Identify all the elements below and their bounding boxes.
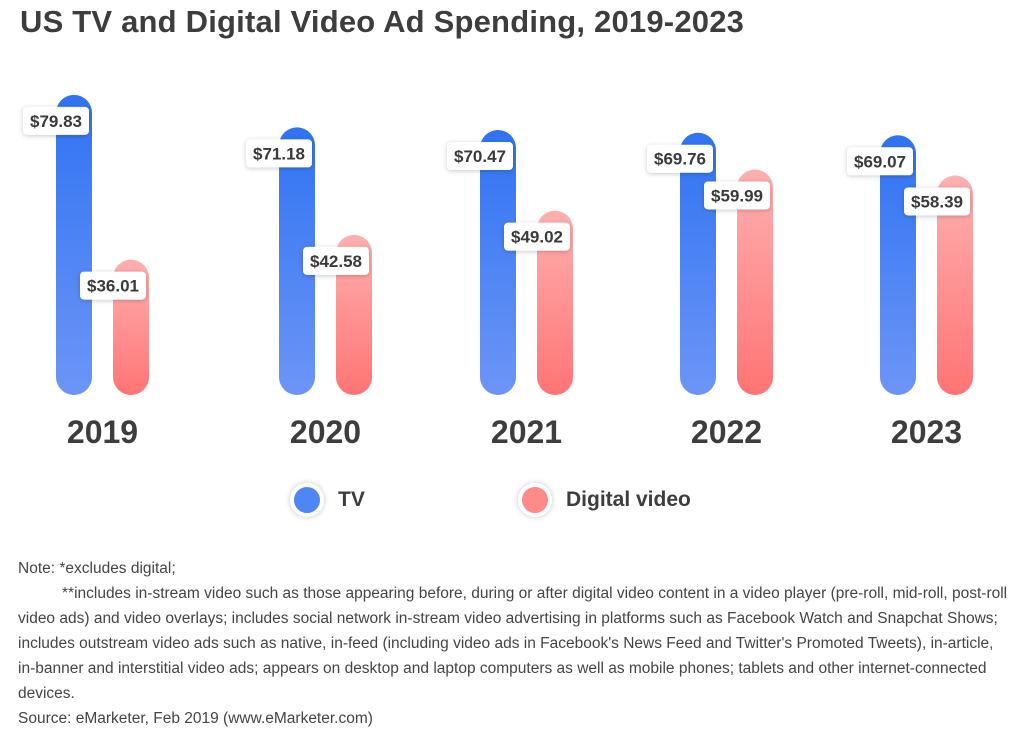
- bar-digital-video-2023: [937, 175, 973, 395]
- svg-text:$69.76: $69.76: [654, 150, 706, 169]
- value-label-tv-2021: $70.47: [447, 142, 513, 171]
- value-label-tv-2022: $69.76: [647, 144, 713, 173]
- bar-digital-video-2022: [737, 169, 773, 395]
- note-detail: **includes in-stream video such as those…: [18, 585, 1008, 702]
- category-label-2020: 2020: [290, 414, 361, 450]
- bar-tv-2020: [279, 127, 315, 396]
- legend-label-tv: TV: [338, 488, 365, 511]
- value-label-digital-video-2021: $49.02: [504, 222, 570, 251]
- svg-text:$71.18: $71.18: [253, 144, 305, 163]
- svg-text:$36.01: $36.01: [87, 277, 139, 296]
- note-line: Note: *excludes digital;: [18, 560, 176, 577]
- legend: TV Digital video: [0, 478, 1024, 522]
- value-label-digital-video-2019: $36.01: [80, 271, 146, 300]
- chart-title: US TV and Digital Video Ad Spending, 201…: [20, 4, 745, 39]
- value-label-tv-2019: $79.83: [23, 106, 89, 135]
- category-label-2023: 2023: [891, 414, 962, 450]
- bar-tv-2019: [56, 94, 92, 395]
- svg-text:$79.83: $79.83: [30, 112, 82, 131]
- category-label-2019: 2019: [67, 414, 138, 450]
- bar-tv-2021: [480, 130, 516, 395]
- svg-text:$69.07: $69.07: [854, 152, 906, 171]
- svg-text:$59.99: $59.99: [711, 186, 763, 205]
- source-line: Source: eMarketer, Feb 2019 (www.eMarket…: [18, 710, 373, 727]
- value-label-digital-video-2023: $58.39: [904, 187, 970, 216]
- value-label-digital-video-2020: $42.58: [303, 246, 369, 275]
- legend-item-tv: TV: [290, 478, 365, 522]
- svg-text:$49.02: $49.02: [511, 228, 563, 247]
- bar-chart: $79.83 $36.01 $71.18 $42.58 $70.47 $49.02 $69.…: [23, 94, 973, 450]
- category-label-2022: 2022: [691, 414, 762, 450]
- legend-label-digital-video: Digital video: [566, 488, 691, 511]
- bar-digital-video-2021: [537, 210, 573, 395]
- value-label-digital-video-2022: $59.99: [704, 181, 770, 210]
- legend-swatch-tv: [290, 483, 324, 517]
- value-label-tv-2023: $69.07: [847, 147, 913, 176]
- legend-item-digital-video: Digital video: [518, 478, 691, 522]
- chart-notes: Note: *excludes digital; **includes in-s…: [18, 556, 1008, 731]
- svg-text:$42.58: $42.58: [310, 252, 362, 271]
- svg-text:$70.47: $70.47: [454, 147, 506, 166]
- category-label-2021: 2021: [491, 414, 562, 450]
- svg-text:$58.39: $58.39: [911, 192, 963, 211]
- bar-digital-video-2020: [336, 234, 372, 395]
- legend-swatch-digital-video: [518, 483, 552, 517]
- value-label-tv-2020: $71.18: [246, 139, 312, 168]
